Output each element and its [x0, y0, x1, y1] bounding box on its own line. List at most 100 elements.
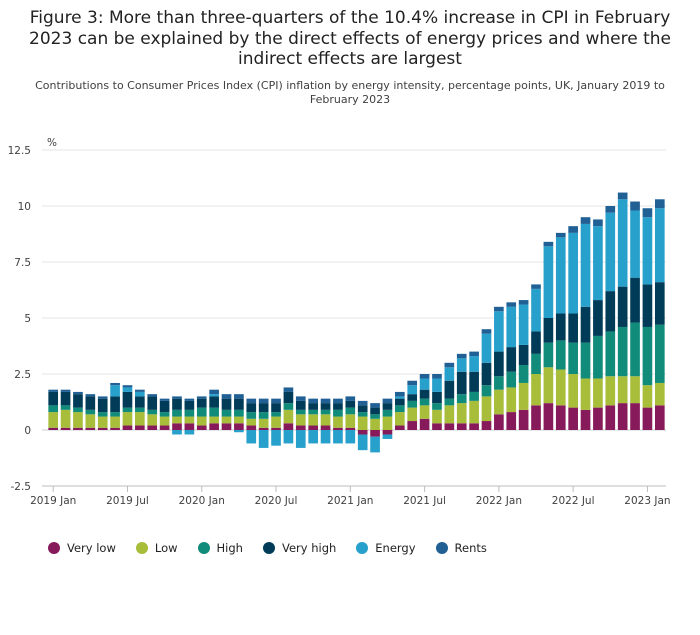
- bar-segment: [506, 302, 517, 307]
- bar-segment: [432, 409, 442, 424]
- legend-label: Very high: [281, 541, 337, 555]
- bar-segment: [73, 391, 83, 395]
- bar-segment: [48, 405, 59, 413]
- bar-segment: [246, 403, 257, 413]
- bar-segment: [617, 403, 628, 430]
- legend-label: Very low: [67, 541, 116, 555]
- legend-swatch: [262, 542, 275, 554]
- bar-segment: [85, 396, 96, 410]
- bar-segment: [444, 367, 455, 381]
- bar-segment: [196, 425, 207, 430]
- bar-segment: [357, 405, 368, 413]
- bar-segment: [568, 232, 578, 314]
- bar-segment: [593, 335, 603, 379]
- bar-segment: [494, 351, 504, 377]
- bar-segment: [295, 409, 306, 415]
- bar-segment: [357, 412, 368, 417]
- bar-segment: [234, 409, 244, 417]
- bar-segment: [172, 430, 182, 435]
- bar-segment: [419, 418, 430, 430]
- bar-segment: [333, 416, 343, 428]
- bar-segment: [469, 351, 479, 357]
- bar-segment: [135, 412, 145, 426]
- bar-segment: [221, 394, 232, 399]
- bar-segment: [97, 398, 108, 413]
- bar-segment: [543, 318, 554, 343]
- bar-segment: [184, 409, 195, 417]
- bar-segment: [48, 412, 59, 428]
- y-tick-label: 5: [24, 313, 31, 325]
- bar-segment: [60, 391, 71, 406]
- bar-segment: [642, 208, 653, 218]
- bar-segment: [209, 389, 219, 395]
- bar-segment: [555, 405, 566, 430]
- bar-segment: [494, 306, 504, 312]
- bar-segment: [110, 385, 120, 397]
- bar-segment: [407, 385, 418, 395]
- bar-segment: [444, 398, 455, 406]
- bar-segment: [370, 418, 380, 430]
- bar-segment: [159, 412, 170, 417]
- bar-segment: [568, 226, 578, 233]
- x-axis: 2019 Jan 2019 Jul 2020 Jan 2020 Jul 2021 Jan…: [30, 485, 671, 507]
- bar-segment: [295, 425, 306, 430]
- bar-segment: [122, 391, 133, 408]
- bar-segment: [382, 430, 393, 435]
- bar-segment: [395, 391, 405, 397]
- bar-segment: [444, 405, 455, 424]
- bar-segment: [271, 398, 281, 404]
- bar-segment: [444, 362, 455, 368]
- y-axis-label: %: [47, 137, 57, 149]
- bar-segment: [271, 430, 281, 446]
- bar-segment: [382, 409, 393, 417]
- bar-segment: [630, 322, 640, 377]
- bar-segment: [605, 212, 616, 292]
- bar-segment: [494, 311, 504, 352]
- bar-segment: [419, 405, 430, 419]
- bar-segment: [605, 376, 616, 406]
- bar-segment: [580, 378, 591, 410]
- bar-segment: [271, 416, 281, 428]
- x-tick-label: 2020 Jul: [255, 495, 298, 507]
- bar-segment: [531, 288, 541, 332]
- legend-swatch: [197, 542, 210, 554]
- bar-segment: [568, 374, 578, 408]
- bar-segment: [147, 409, 158, 415]
- bar-segment: [531, 284, 541, 289]
- y-tick-label: 10: [18, 201, 31, 213]
- bar-segment: [308, 430, 318, 444]
- bar-segment: [481, 396, 492, 422]
- bar-segment: [308, 409, 318, 415]
- bar-segment: [419, 389, 430, 399]
- bar-segment: [456, 358, 467, 372]
- bar-segment: [518, 344, 529, 366]
- bar-segment: [159, 400, 170, 413]
- bar-segment: [85, 409, 96, 415]
- bar-segment: [308, 403, 318, 410]
- bar-segment: [518, 304, 529, 345]
- bar-segment: [432, 423, 442, 430]
- bar-segment: [481, 333, 492, 363]
- bar-segment: [184, 423, 195, 430]
- bar-segment: [60, 405, 71, 410]
- bar-segment: [605, 405, 616, 430]
- bar-segment: [419, 398, 430, 406]
- bar-segment: [246, 412, 257, 419]
- bar-segment: [370, 403, 380, 408]
- bar-segment: [308, 425, 318, 430]
- bar-segment: [518, 300, 529, 305]
- bar-segment: [73, 394, 83, 408]
- bar-segment: [654, 324, 665, 383]
- bar-segment: [605, 206, 616, 213]
- bar-segment: [97, 396, 108, 399]
- bar-segment: [456, 423, 467, 430]
- legend-item: High: [197, 541, 243, 555]
- bar-segment: [308, 398, 318, 404]
- bar-segment: [234, 398, 244, 410]
- bar-segment: [122, 385, 133, 388]
- y-tick-label: -2.5: [11, 481, 32, 493]
- bar-segment: [494, 389, 504, 415]
- bar-segment: [593, 219, 603, 227]
- bar-segment: [654, 405, 665, 430]
- bar-segment: [395, 425, 405, 430]
